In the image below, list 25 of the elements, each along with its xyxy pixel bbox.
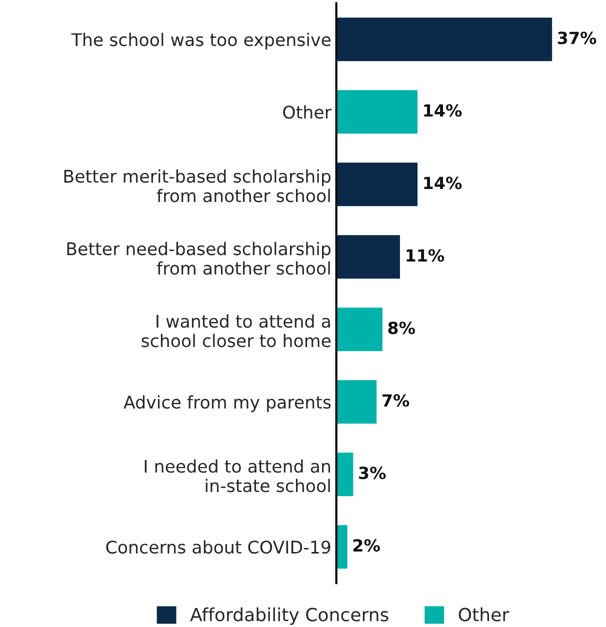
bar: [336, 451, 355, 498]
data-label: 8%: [388, 322, 415, 334]
y-tick-label: I wanted to attend a school closer to home: [142, 314, 331, 348]
bar: [336, 16, 554, 63]
y-tick-label: Better need-based scholarship from another school: [67, 242, 331, 275]
data-label: 14%: [424, 176, 462, 190]
legend-label: Affordability Concerns: [190, 607, 388, 625]
data-label: 7%: [382, 394, 410, 407]
data-label: 11%: [406, 249, 444, 262]
data-label: 14%: [424, 104, 462, 117]
bar: [336, 88, 419, 136]
y-tick-label: Advice from my parents: [124, 395, 331, 412]
bar: [336, 161, 419, 208]
legend-label: Other: [458, 607, 510, 622]
y-tick-label: Concerns about COVID-19: [106, 540, 330, 554]
data-label: 2%: [353, 539, 380, 552]
y-tick-label: Better merit-based scholarship from another school: [64, 169, 331, 202]
data-label: 37%: [558, 32, 596, 44]
data-label: 3%: [359, 466, 386, 480]
y-tick-label: I needed to attend an in-state school: [144, 459, 330, 492]
y-tick-label: Other: [283, 105, 332, 119]
y-tick-label: The school was too expensive: [71, 32, 331, 50]
bar: [336, 234, 402, 280]
bar: [336, 378, 378, 426]
bar: [336, 306, 384, 353]
